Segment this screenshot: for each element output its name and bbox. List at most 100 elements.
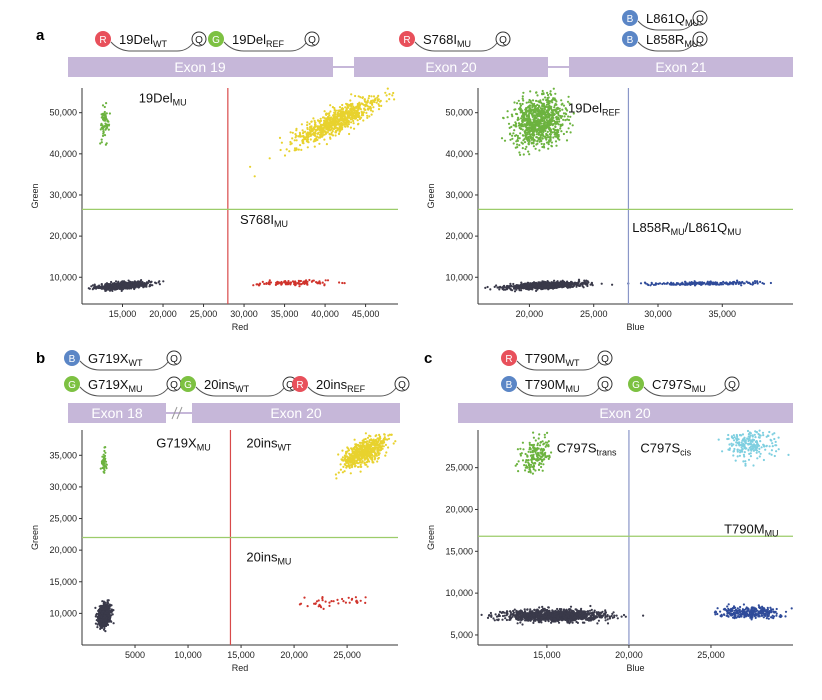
data-point [567, 127, 570, 130]
data-point [548, 139, 551, 142]
cluster-double-neg [94, 599, 115, 633]
data-point [393, 98, 396, 101]
data-point [128, 282, 131, 286]
data-point [314, 121, 317, 124]
data-point [676, 282, 680, 285]
data-point [352, 122, 355, 125]
data-point [557, 123, 560, 126]
quencher-letter: Q [195, 35, 203, 46]
data-point [543, 123, 546, 127]
data-point [346, 125, 349, 128]
data-point [567, 282, 571, 285]
data-point [562, 118, 565, 121]
data-point [320, 131, 323, 134]
data-point [391, 94, 394, 97]
data-point [521, 97, 524, 100]
dye-circle [622, 10, 638, 26]
data-point [528, 153, 531, 156]
data-point [525, 101, 528, 104]
data-point [585, 279, 588, 282]
data-point [533, 139, 536, 142]
data-point [555, 100, 558, 103]
probe-backbone [643, 386, 727, 397]
data-point [362, 111, 365, 114]
y-tick-label: 20,000 [49, 545, 77, 555]
data-point [300, 148, 303, 151]
data-point [560, 103, 563, 106]
data-point [316, 135, 319, 138]
x-tick-label: 25,000 [190, 309, 218, 319]
quencher-letter: Q [398, 380, 406, 391]
x-tick-label: 40,000 [311, 309, 339, 319]
data-point [541, 137, 544, 140]
data-point [681, 281, 684, 284]
data-point [349, 126, 352, 129]
data-point [107, 604, 110, 607]
data-point [325, 143, 328, 146]
data-point [567, 115, 570, 118]
probe-backbone [307, 386, 397, 397]
data-point [94, 615, 97, 618]
data-point [716, 281, 719, 284]
data-point [324, 120, 327, 123]
data-point [354, 112, 357, 115]
data-point [291, 131, 294, 134]
x-tick-label: 25,000 [580, 309, 608, 319]
data-point [590, 283, 594, 286]
data-point [100, 460, 104, 463]
quencher-circle [597, 376, 613, 392]
data-point [508, 126, 511, 129]
data-point [327, 129, 330, 132]
data-point [355, 106, 358, 109]
data-point [95, 612, 98, 616]
data-point [556, 136, 559, 139]
data-point [538, 136, 542, 139]
data-point [547, 102, 550, 105]
data-point [732, 283, 735, 286]
data-point [105, 463, 108, 466]
data-point [358, 107, 361, 110]
data-point [364, 100, 367, 103]
data-point [524, 134, 527, 137]
y-tick-label: 40,000 [445, 149, 473, 159]
exon-label: Exon 19 [174, 59, 226, 75]
data-point [504, 288, 507, 291]
data-point [388, 93, 391, 96]
data-point [304, 136, 307, 139]
data-point [114, 283, 117, 286]
data-point [90, 285, 93, 288]
cluster-red-pos [252, 278, 346, 288]
data-point [534, 125, 537, 128]
data-point [548, 129, 552, 132]
data-point [547, 143, 550, 146]
data-point [268, 283, 271, 286]
data-point [100, 122, 103, 125]
exon-bar [192, 403, 400, 423]
data-point [522, 117, 525, 120]
data-point [370, 95, 373, 98]
data-point [293, 139, 296, 142]
data-point [350, 93, 353, 96]
data-point [560, 130, 563, 133]
data-point [572, 283, 575, 286]
data-point [309, 131, 312, 134]
data-point [312, 131, 315, 134]
data-point [516, 118, 519, 122]
data-point [564, 284, 567, 287]
data-point [137, 286, 140, 289]
data-point [521, 142, 524, 145]
data-point [526, 133, 529, 136]
data-point [360, 102, 363, 105]
data-point [539, 134, 543, 137]
data-point [110, 285, 113, 289]
data-point [509, 138, 512, 141]
data-point [555, 112, 559, 115]
dye-letter: G [632, 380, 640, 391]
data-point [309, 138, 312, 141]
data-point [534, 122, 537, 125]
data-point [305, 132, 308, 135]
exon-bar [569, 57, 793, 77]
probe-label: 20insWT [204, 377, 250, 394]
